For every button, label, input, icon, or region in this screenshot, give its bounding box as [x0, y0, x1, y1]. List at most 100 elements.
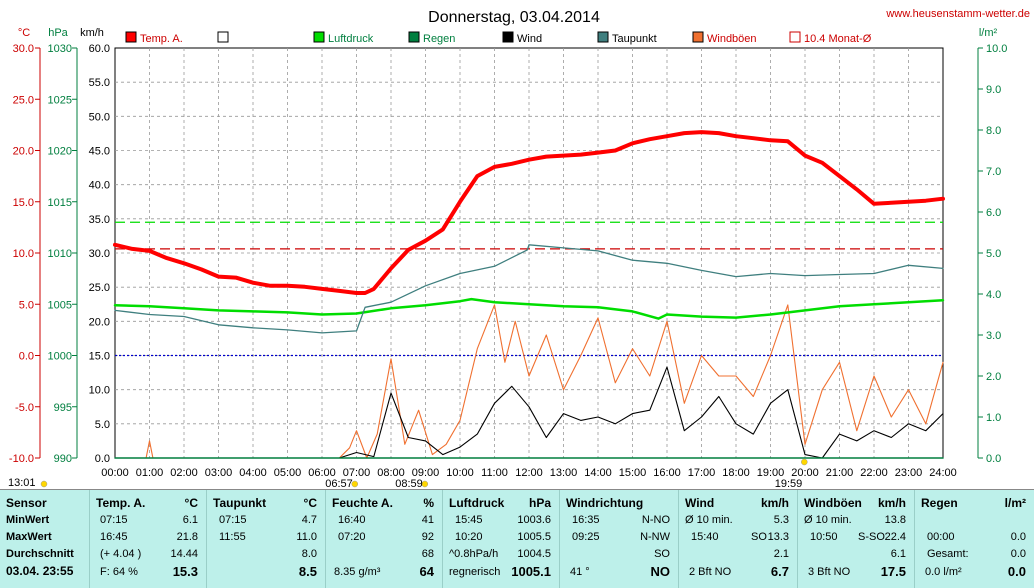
marker-sun-icon — [351, 480, 359, 488]
feuchte-max-value: 92 — [421, 531, 434, 543]
temp-max-value: 21.8 — [176, 531, 198, 543]
col-temp: Temp. A. °C 07:15 6.1 16:45 21.8 (+ 4.04… — [89, 490, 206, 588]
wind-footer-left: 2 Bft NO — [689, 566, 732, 578]
hpa-tick-label: 1005 — [48, 299, 72, 311]
kmh-tick-label: 20.0 — [89, 316, 110, 328]
feuchte-max-time: 07:20 — [338, 531, 366, 543]
wind-max-dir: SO — [751, 531, 767, 543]
feuchte-avg-value: 68 — [421, 548, 434, 560]
temp-tick-label: 15.0 — [13, 197, 34, 209]
taupunkt-max-value: 11.0 — [296, 531, 317, 543]
legend-label: Temp. A. — [140, 33, 183, 45]
taupunkt-min-time: 07:15 — [219, 514, 247, 526]
legend-swatch — [502, 31, 514, 43]
x-tick-label: 14:00 — [584, 467, 612, 479]
chart-grid — [114, 47, 944, 459]
feuchte-current-value: 64 — [419, 564, 434, 579]
wind-current-value: 6.7 — [770, 564, 789, 579]
x-tick-label: 24:00 — [929, 467, 957, 479]
chart-legend: Temp. A. Luftdruck Regen Wind Taupunkt Windbö… — [125, 31, 872, 45]
taupunkt-min-value: 4.7 — [301, 514, 317, 526]
marker-sun-icon — [801, 458, 808, 466]
windboeen-unit: km/h — [877, 496, 906, 510]
rain-tick-label: 9.0 — [986, 84, 1001, 96]
rain-tick-label: 10.0 — [986, 43, 1007, 55]
x-tick-label: 08:00 — [377, 467, 405, 479]
legend-swatch — [408, 31, 420, 43]
temp-tick-label: 10.0 — [13, 248, 34, 260]
windboeen-row1-label: Ø 10 min. — [804, 514, 852, 526]
series-line-temp-a- — [113, 130, 945, 295]
row-label-avg: Durchschnitt — [6, 548, 74, 560]
x-tick-label: 06:00 — [308, 467, 336, 479]
legend-label: 10.4 Monat-Ø — [804, 33, 872, 45]
x-tick-label: 09:00 — [412, 467, 440, 479]
rain-tick-label: 8.0 — [986, 125, 1001, 137]
temp-tick-label: 5.0 — [19, 299, 34, 311]
taupunkt-avg-value: 8.0 — [301, 548, 317, 560]
temp-min-value: 6.1 — [182, 514, 198, 526]
x-tick-label: 05:00 — [274, 467, 302, 479]
col-windboeen: Windböen km/h Ø 10 min. 13.8 10:50 S-SO … — [797, 490, 914, 588]
axis-tick-labels: 60.0 55.0 50.0 45.0 40.0 35.0 30.0 25.0 20.0 15.0… — [9, 43, 1008, 479]
windrichtung-min-value: N-NO — [641, 514, 670, 526]
windrichtung-max-time: 09:25 — [572, 531, 600, 543]
x-tick-label: 15:00 — [619, 467, 647, 479]
hpa-tick-label: 1030 — [48, 43, 72, 55]
site-link[interactable]: www.heusenstamm-wetter.de — [885, 8, 1030, 20]
legend-label: Luftdruck — [328, 33, 374, 45]
feuchte-head: Feuchte A. — [332, 496, 393, 510]
col-taupunkt: Taupunkt °C 07:15 4.7 11:55 11.0 8.0 8.5 — [206, 490, 325, 588]
x-tick-label: 22:00 — [860, 467, 888, 479]
feuchte-min-time: 16:40 — [338, 514, 366, 526]
temp-current-value: 15.3 — [172, 564, 198, 579]
hpa-tick-label: 995 — [54, 402, 72, 414]
temp-min-time: 07:15 — [100, 514, 128, 526]
kmh-axis-unit: km/h — [80, 27, 104, 39]
temp-tick-label: -5.0 — [15, 402, 34, 414]
marker-sun-icon — [40, 480, 48, 488]
windboeen-row1-value: 13.8 — [884, 514, 906, 526]
regen-row2-time: 00:00 — [927, 531, 955, 543]
luftdruck-max-value: 1005.5 — [517, 531, 551, 543]
x-tick-label: 21:00 — [826, 467, 854, 479]
windboeen-footer-left: 3 Bft NO — [808, 566, 851, 578]
kmh-tick-label: 50.0 — [89, 111, 110, 123]
feuchte-min-value: 41 — [421, 514, 434, 526]
x-tick-label: 10:00 — [446, 467, 474, 479]
legend-swatch — [692, 31, 704, 43]
rain-tick-label: 7.0 — [986, 166, 1001, 178]
kmh-tick-label: 5.0 — [95, 419, 110, 431]
x-tick-label: 18:00 — [722, 467, 750, 479]
rain-tick-label: 1.0 — [986, 412, 1001, 424]
series-line-wind — [114, 366, 944, 459]
rain-tick-label: 3.0 — [986, 330, 1001, 342]
luftdruck-head: Luftdruck — [449, 496, 505, 510]
kmh-tick-label: 40.0 — [89, 180, 110, 192]
kmh-tick-label: 55.0 — [89, 77, 110, 89]
regen-total-label: Gesamt: — [927, 548, 969, 560]
windrichtung-head: Windrichtung — [566, 496, 644, 510]
legend-swatch — [217, 31, 229, 43]
temp-tick-label: 25.0 — [13, 94, 34, 106]
luftdruck-trend: ^0.8hPa/h — [449, 548, 499, 560]
rain-tick-label: 4.0 — [986, 289, 1001, 301]
regen-footer-left: 0.0 l/m² — [925, 566, 962, 578]
kmh-tick-label: 35.0 — [89, 214, 110, 226]
luftdruck-min-value: 1003.6 — [517, 514, 551, 526]
wind-unit: km/h — [760, 496, 789, 510]
kmh-tick-label: 30.0 — [89, 248, 110, 260]
x-tick-label: 07:00 — [343, 467, 371, 479]
col-feuchte: Feuchte A. % 16:40 41 07:20 92 68 8.35 g… — [325, 490, 442, 588]
row-label-min: MinWert — [6, 514, 50, 526]
x-tick-label: 02:00 — [170, 467, 198, 479]
legend-label: Wind — [517, 33, 542, 45]
windrichtung-footer-left: 41 ° — [570, 566, 590, 578]
rain-tick-label: 6.0 — [986, 207, 1001, 219]
marker-time-label: 13:01 — [8, 477, 36, 489]
hpa-tick-label: 1015 — [48, 197, 72, 209]
chart-series — [113, 130, 945, 459]
luftdruck-current-value: 1005.1 — [511, 564, 551, 579]
kmh-tick-label: 25.0 — [89, 282, 110, 294]
kmh-tick-label: 15.0 — [89, 351, 110, 363]
